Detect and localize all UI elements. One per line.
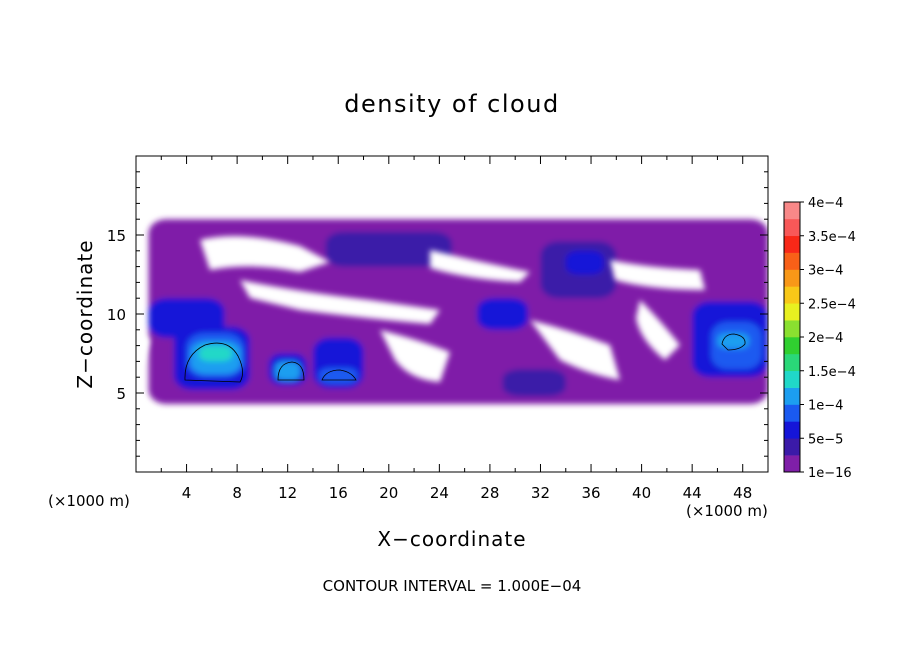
colorbar-swatch-11 [784,269,800,287]
contour-region-17 [717,332,750,349]
plot-area [136,156,768,472]
x-tick-label: 40 [632,484,651,502]
x-unit-left: (×1000 m) [48,492,130,510]
colorbar-swatch-10 [784,286,800,304]
x-axis-label: X−coordinate [377,527,526,551]
colorbar-swatch-1 [784,438,800,456]
x-unit-right: (×1000 m) [686,502,768,520]
contour-region-8 [199,345,233,362]
colorbar-label: 3e−4 [808,264,843,279]
colorbar-swatch-15 [784,202,800,220]
colorbar-label: 2.5e−4 [808,297,856,312]
x-tick-labels: 4 8 12 16 20 24 28 32 36 40 44 48 [182,484,752,502]
colorbar-label: 3.5e−4 [808,230,856,245]
contour-region-10 [275,361,301,381]
contour-region-14 [502,369,566,397]
colorbar [783,201,804,473]
y-tick-label: 5 [116,385,126,403]
chart-title: density of cloud [344,90,559,118]
colorbar-labels: 1e−16 5e−5 1e−4 1.5e−4 2e−4 2.5e−4 3e−4 3.5e−4 4… [808,196,856,481]
colorbar-label: 2e−4 [808,331,843,346]
x-tick-label: 12 [278,484,297,502]
colorbar-swatch-8 [784,320,800,338]
x-tick-label: 20 [379,484,398,502]
colorbar-swatch-0 [784,455,800,473]
colorbar-swatch-13 [784,235,800,253]
x-tick-label: 36 [581,484,600,502]
x-tick-label: 4 [182,484,192,502]
y-axis-label: Z−coordinate [73,239,97,388]
colorbar-swatch-14 [784,218,800,237]
colorbar-swatch-5 [784,370,800,388]
colorbar-swatch-7 [784,337,800,355]
colorbar-label: 1e−16 [808,466,852,481]
cloud-free-gaps [136,236,705,382]
contour-region-3 [565,250,604,275]
colorbar-swatch-9 [784,303,800,321]
y-tick-label: 10 [107,306,126,324]
x-tick-label: 24 [430,484,449,502]
colorbar-label: 4e−4 [808,196,843,211]
contour-interval-footer: CONTOUR INTERVAL = 1.000E−04 [323,577,582,595]
colorbar-swatch-2 [784,421,800,439]
x-tick-label: 8 [232,484,242,502]
contour-region-1 [325,231,452,267]
x-tick-label: 28 [480,484,499,502]
y-tick-label: 15 [107,227,126,245]
colorbar-label: 1e−4 [808,399,843,414]
y-tick-labels: 5 10 15 [107,227,126,403]
colorbar-swatch-4 [784,387,800,405]
x-tick-label: 32 [531,484,550,502]
colorbar-label: 1.5e−4 [808,365,856,380]
contour-region-12 [319,367,358,384]
colorbar-swatch-3 [784,404,800,422]
axis-ticks [136,156,768,472]
colorbar-swatch-12 [784,252,800,270]
contour-region-13 [477,298,528,330]
x-tick-label: 48 [733,484,752,502]
colorbar-label: 5e−5 [808,432,843,447]
x-tick-label: 16 [329,484,348,502]
x-tick-label: 44 [683,484,702,502]
contour-lines [184,333,746,383]
colorbar-swatch-6 [784,353,800,372]
